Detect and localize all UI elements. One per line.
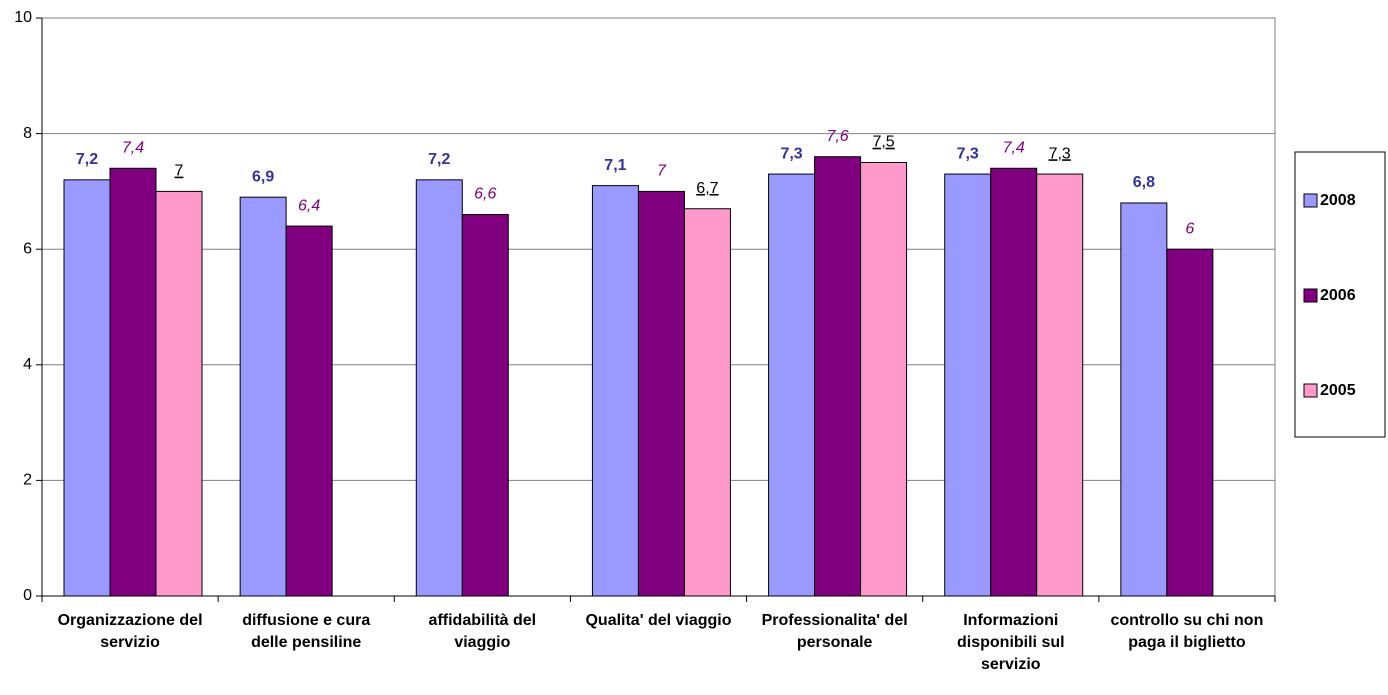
x-tick-label: affidabilità del viaggio (428, 612, 537, 651)
bar (683, 208, 731, 597)
bar (1036, 173, 1084, 597)
legend-label: 2005 (1320, 382, 1356, 399)
data-label: 7,2 (428, 151, 450, 168)
data-label: 7,3 (1049, 145, 1071, 162)
y-tick-label: 10 (14, 9, 32, 26)
x-tick-label: Informazioni disponibili sul servizio (957, 612, 1065, 673)
x-tick-label: Professionalita' del personale (761, 612, 908, 651)
bar (1120, 202, 1168, 597)
data-label: 7,6 (826, 128, 848, 145)
data-label: 7,5 (872, 134, 894, 151)
data-label: 6,7 (696, 180, 718, 197)
bar (239, 196, 287, 597)
y-tick-label: 4 (23, 356, 32, 373)
x-tick-label: Qualita' del viaggio (585, 612, 732, 629)
x-tick-label: Organizzazione del servizio (57, 612, 203, 651)
data-label: 7 (657, 163, 667, 180)
x-tick-label: controllo su chi non paga il biglietto (1110, 612, 1264, 651)
bar (1166, 248, 1214, 597)
data-label: 7,2 (76, 151, 98, 168)
y-tick-label: 6 (23, 240, 32, 257)
data-label: 6,4 (298, 197, 320, 214)
legend-label: 2008 (1320, 192, 1356, 209)
bar (768, 173, 816, 597)
bar (285, 225, 333, 597)
bar (155, 190, 203, 597)
data-label: 7,4 (122, 139, 144, 156)
data-label: 7,3 (957, 145, 979, 162)
data-label: 6,6 (474, 186, 496, 203)
legend-label: 2006 (1320, 287, 1356, 304)
bar (415, 179, 463, 597)
bar (814, 156, 862, 597)
y-tick-label: 2 (23, 472, 32, 489)
data-label: 6,9 (252, 168, 274, 185)
legend-swatch (1303, 288, 1318, 303)
data-label: 7,1 (604, 157, 626, 174)
bar (591, 185, 639, 597)
bar (860, 162, 908, 597)
data-label: 6,8 (1133, 174, 1155, 191)
bar (944, 173, 992, 597)
data-label: 7,4 (1003, 139, 1025, 156)
data-label: 7,3 (780, 145, 802, 162)
legend-swatch (1303, 383, 1318, 398)
bar (990, 167, 1038, 597)
y-tick-label: 8 (23, 125, 32, 142)
data-label: 6 (1185, 220, 1194, 237)
bar (461, 214, 509, 597)
data-label: 7 (175, 163, 184, 180)
bar (109, 167, 157, 597)
bar (637, 190, 685, 597)
x-tick-label: diffusione e cura delle pensiline (242, 612, 371, 651)
bar (63, 179, 111, 597)
y-tick-label: 0 (23, 587, 32, 604)
legend-swatch (1303, 193, 1318, 208)
